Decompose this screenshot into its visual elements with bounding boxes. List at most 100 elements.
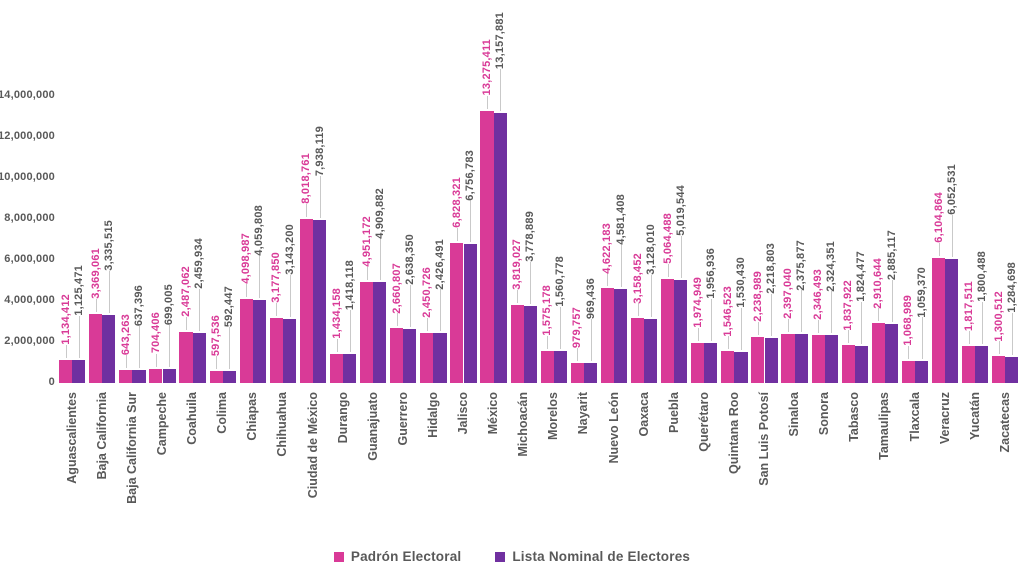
- bar-value-label-padron: 5,064,488: [661, 213, 674, 265]
- bar-value-label-padron: 1,817,511: [962, 280, 975, 331]
- label-leader-line: [650, 274, 652, 317]
- bar-value-label-padron: 4,951,172: [360, 215, 373, 267]
- bar-value-label-lista: 1,800,488: [975, 251, 988, 303]
- label-leader-line: [620, 245, 622, 288]
- legend-item-lista-nominal: Lista Nominal de Electores: [495, 549, 690, 564]
- label-leader-line: [771, 293, 773, 336]
- y-axis-tick-label: 12,000,000: [0, 130, 55, 142]
- bar-value-label-lista: 3,143,200: [283, 223, 296, 275]
- bar-value-label-lista: 7,938,119: [313, 126, 326, 177]
- y-axis-tick-label: 0: [48, 376, 55, 388]
- label-leader-line: [216, 355, 218, 369]
- bar-padron-electoral: [751, 337, 765, 383]
- bar-lista-nominal: [614, 289, 628, 383]
- label-leader-line: [517, 289, 519, 303]
- bar-value-label-padron: 3,177,850: [270, 252, 283, 303]
- bar-lista-nominal: [553, 351, 567, 383]
- bar-value-label-padron: 1,546,523: [721, 285, 734, 337]
- label-leader-line: [409, 284, 411, 327]
- bar-value-label-padron: 1,068,989: [902, 295, 915, 347]
- label-leader-line: [801, 290, 803, 333]
- bar-value-label-padron: 4,622,183: [601, 222, 614, 274]
- bar-value-label-lista: 2,426,491: [434, 238, 446, 290]
- bar-padron-electoral: [299, 218, 313, 383]
- y-axis-tick-label: 2,000,000: [4, 335, 55, 347]
- bar-value-label-lista: 1,125,471: [72, 265, 85, 316]
- bar-lista-nominal: [373, 282, 387, 383]
- label-leader-line: [998, 341, 1000, 355]
- bar-lista-nominal: [794, 334, 808, 383]
- label-leader-line: [530, 261, 532, 304]
- x-axis-category-label: Veracruz: [937, 392, 952, 445]
- label-leader-line: [788, 318, 789, 332]
- label-leader-line: [440, 289, 441, 332]
- bar-value-label-lista: 4,059,808: [253, 205, 266, 256]
- legend-label-lista: Lista Nominal de Electores: [512, 549, 691, 564]
- bar-padron-electoral: [540, 350, 554, 383]
- label-leader-line: [78, 315, 80, 358]
- label-leader-line: [199, 288, 201, 331]
- x-axis-category-label: Ciudad de México: [305, 392, 320, 499]
- label-leader-line: [289, 274, 291, 317]
- bar-padron-electoral: [390, 328, 404, 383]
- bar-value-label-padron: 704,406: [149, 312, 162, 354]
- y-axis-tick-label: 6,000,000: [4, 253, 55, 265]
- bar-value-label-padron: 13,275,411: [481, 39, 493, 96]
- x-axis-category-label: Morelos: [546, 392, 561, 440]
- bar-padron-electoral: [931, 257, 946, 383]
- label-leader-line: [379, 238, 381, 281]
- bar-lista-nominal: [915, 361, 929, 383]
- x-axis-category-label: Sonora: [817, 392, 832, 436]
- bar-padron-electoral: [269, 317, 283, 383]
- x-axis-category-label: Puebla: [666, 392, 681, 433]
- label-leader-line: [426, 317, 428, 331]
- y-axis-tick-label: 14,000,000: [0, 89, 55, 101]
- label-leader-line: [470, 200, 472, 243]
- bar-value-label-padron: 2,487,062: [180, 266, 192, 318]
- bar-value-label-lista: 6,052,531: [945, 164, 958, 215]
- bar-lista-nominal: [162, 368, 176, 383]
- x-axis-category-label: Michoacán: [516, 392, 531, 457]
- bar-value-label-lista: 1,059,370: [915, 266, 928, 318]
- bar-value-label-lista: 699,005: [163, 283, 176, 325]
- bar-lista-nominal: [282, 318, 297, 383]
- label-leader-line: [607, 273, 609, 287]
- bar-value-label-lista: 592,447: [223, 285, 236, 327]
- bar-lista-nominal: [583, 363, 598, 383]
- x-axis-category-label: Yucatán: [967, 392, 982, 440]
- bar-padron-electoral: [420, 332, 434, 383]
- bar-lista-nominal: [764, 337, 778, 383]
- bar-lista-nominal: [824, 335, 838, 383]
- bar-value-label-padron: 2,346,493: [812, 269, 825, 320]
- bar-lista-nominal: [674, 280, 688, 383]
- label-leader-line: [757, 322, 759, 336]
- bar-padron-electoral: [962, 345, 976, 383]
- bar-value-label-lista: 1,530,430: [735, 256, 747, 308]
- label-leader-line: [139, 325, 140, 368]
- bar-padron-electoral: [691, 342, 705, 383]
- label-leader-line: [981, 302, 983, 345]
- x-axis-category-label: Campeche: [155, 392, 169, 456]
- bar-value-label-padron: 2,397,040: [782, 268, 794, 319]
- label-leader-line: [560, 307, 562, 349]
- bar-value-label-lista: 1,418,118: [343, 259, 356, 310]
- label-leader-line: [951, 214, 953, 257]
- bar-padron-electoral: [209, 370, 223, 383]
- x-axis-category-label: Hidalgo: [425, 392, 440, 438]
- x-axis-category-label: San Luis Potosí: [757, 392, 771, 486]
- bar-value-label-lista: 5,019,544: [674, 185, 687, 237]
- bar-lista-nominal: [854, 345, 868, 383]
- bar-lista-nominal: [704, 342, 718, 383]
- bar-padron-electoral: [841, 345, 855, 383]
- label-leader-line: [306, 203, 308, 217]
- label-leader-line: [336, 338, 338, 352]
- label-leader-line: [456, 228, 458, 242]
- bar-lista-nominal: [72, 359, 86, 383]
- bar-value-label-padron: 3,369,061: [89, 248, 102, 299]
- bar-value-label-padron: 1,974,949: [691, 276, 704, 328]
- bar-padron-electoral: [661, 279, 675, 383]
- bar-value-label-padron: 2,660,807: [390, 262, 403, 314]
- label-leader-line: [500, 69, 502, 112]
- bar-value-label-lista: 637,396: [133, 284, 145, 326]
